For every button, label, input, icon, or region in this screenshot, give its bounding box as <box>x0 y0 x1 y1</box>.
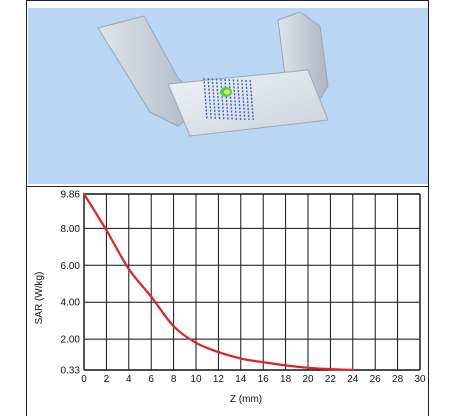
sar-data-point <box>82 192 86 196</box>
sar-data-point <box>239 357 242 360</box>
x-tick-label: 24 <box>347 374 359 385</box>
y-tick-label: 8.00 <box>61 224 81 235</box>
sar-data-point <box>127 267 130 271</box>
top-border <box>26 0 428 1</box>
left-border <box>26 0 27 416</box>
x-tick-label: 28 <box>392 374 404 385</box>
x-axis-title: Z (mm) <box>230 394 262 405</box>
y-tick-label: 6.00 <box>61 261 81 272</box>
x-tick-label: 22 <box>325 374 337 385</box>
sar-data-point <box>306 366 310 369</box>
x-tick-label: 26 <box>370 374 382 385</box>
x-tick-label: 20 <box>302 374 314 385</box>
sar-data-point <box>172 325 175 328</box>
x-tick-label: 0 <box>81 374 87 385</box>
sar-data-point <box>351 368 354 372</box>
sar-data-point <box>150 295 153 298</box>
right-border <box>428 0 429 416</box>
y-tick-label: 0.33 <box>61 366 81 377</box>
y-axis-title: SAR (W/kg) <box>34 272 45 325</box>
sar-hotspot-peak <box>224 89 230 95</box>
measurement-grid <box>203 77 254 121</box>
x-tick-label: 12 <box>213 374 225 385</box>
sar-vs-z-chart: 9.86 8.00 6.00 4.00 2.00 0.33 0 2 4 6 8 10 12 14 16 18… <box>28 188 428 408</box>
x-tick-label: 14 <box>235 374 247 385</box>
sar-data-point <box>284 364 287 367</box>
sar-data-point <box>329 367 332 371</box>
x-tick-label: 4 <box>126 374 132 385</box>
measurement-grid-column <box>245 79 250 121</box>
panel-divider <box>26 186 428 187</box>
x-tick-label: 6 <box>148 374 154 385</box>
phantom-base-plate <box>167 69 329 137</box>
sar-chart-svg: 9.868.006.004.002.000.33 0 2 4 6 8 10 12 14 16 18… <box>34 190 426 406</box>
x-tick-label: 16 <box>258 374 270 385</box>
sar-data-point <box>194 341 198 345</box>
x-tick-label: 2 <box>104 374 110 385</box>
chart-grid <box>83 193 421 371</box>
phantom-render <box>97 11 329 137</box>
sar-data-point <box>262 361 265 364</box>
measurement-grid-column <box>203 77 208 121</box>
measurement-grid-column <box>249 80 254 121</box>
sar-data-point <box>217 350 220 354</box>
phantom-3d-view <box>28 8 428 184</box>
sar-data-point <box>105 228 108 232</box>
y-tick-labels: 9.86 8.00 6.00 4.00 2.00 0.33 <box>61 190 81 377</box>
x-tick-label: 10 <box>190 374 202 385</box>
y-tick-label: 2.00 <box>61 335 81 346</box>
x-tick-label: 18 <box>280 374 292 385</box>
x-tick-labels: 0 2 4 6 8 10 12 14 16 18 20 22 24 26 28 30 <box>81 374 426 385</box>
y-tick-label: 9.86 <box>61 190 81 201</box>
x-tick-label: 30 <box>414 374 426 385</box>
y-tick-label: 4.00 <box>61 298 81 309</box>
x-tick-label: 8 <box>171 374 177 385</box>
